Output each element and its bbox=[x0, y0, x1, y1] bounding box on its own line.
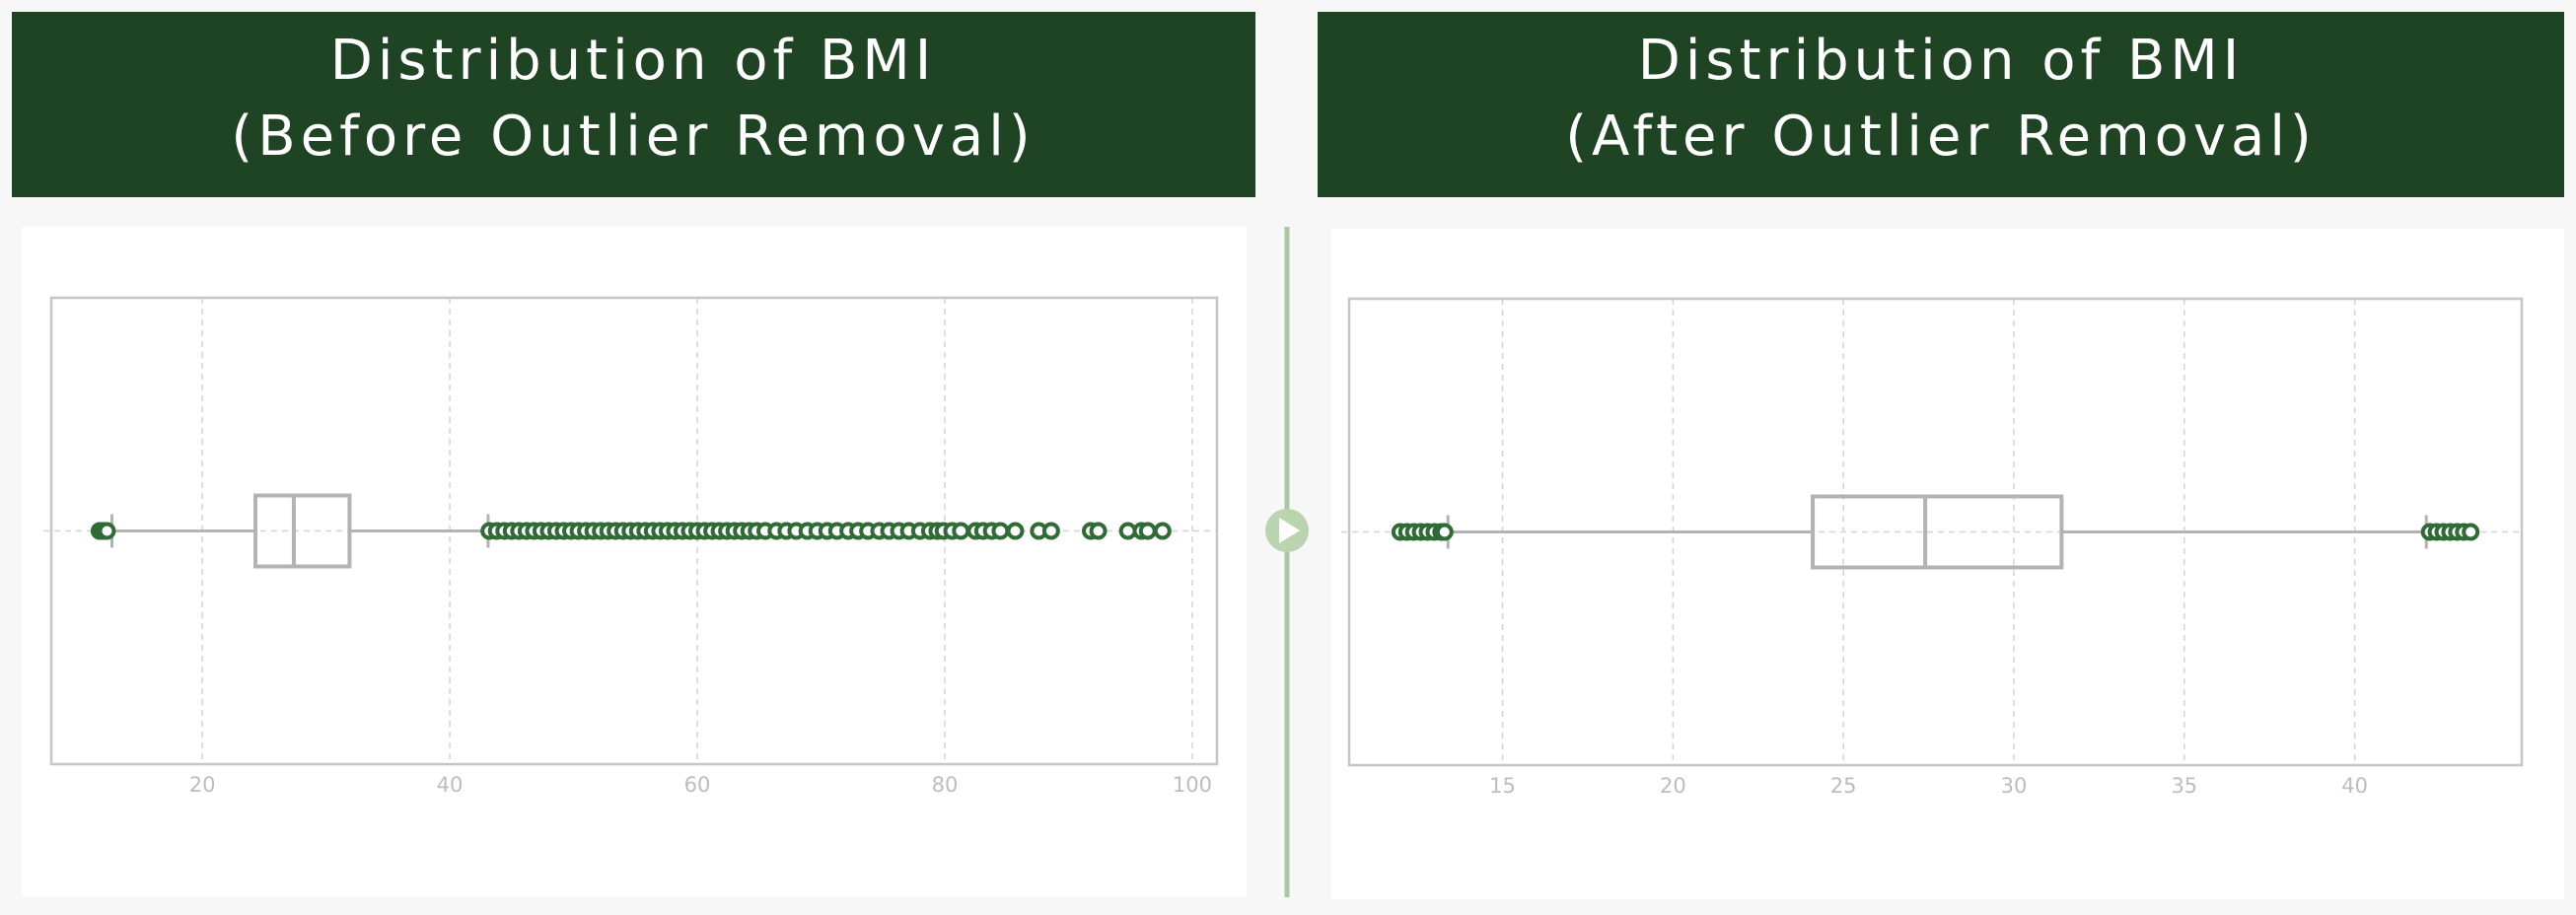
x-tick-label: 20 bbox=[189, 773, 216, 797]
panel-title: Distribution of BMI bbox=[1638, 29, 2245, 93]
x-tick-label: 30 bbox=[2001, 774, 2028, 798]
outlier bbox=[1006, 522, 1025, 540]
outlier bbox=[98, 522, 116, 540]
x-tick-label: 40 bbox=[2341, 774, 2368, 798]
banner bbox=[1318, 12, 2564, 197]
box bbox=[1811, 494, 2064, 570]
panel-title: (Before Outlier Removal) bbox=[231, 105, 1035, 169]
outlier bbox=[1089, 522, 1108, 540]
panel-title: Distribution of BMI bbox=[330, 29, 937, 93]
x-tick-label: 25 bbox=[1830, 774, 1857, 798]
plot-frame bbox=[1347, 297, 2524, 767]
outlier bbox=[952, 522, 970, 540]
plot-card bbox=[22, 227, 1247, 897]
x-tick-label: 35 bbox=[2171, 774, 2197, 798]
plot-frame bbox=[49, 296, 1219, 766]
x-tick-label: 40 bbox=[437, 773, 464, 797]
outlier bbox=[991, 522, 1010, 540]
x-tick-label: 15 bbox=[1489, 774, 1516, 798]
plot-card bbox=[1331, 229, 2564, 899]
banner bbox=[12, 12, 1255, 197]
x-tick-label: 60 bbox=[684, 773, 711, 797]
outlier bbox=[1041, 522, 1060, 540]
x-tick-label: 80 bbox=[932, 773, 959, 797]
outlier bbox=[1138, 522, 1157, 540]
x-tick-label: 100 bbox=[1173, 773, 1212, 797]
outlier bbox=[2462, 523, 2480, 541]
box bbox=[253, 493, 352, 569]
x-tick-label: 20 bbox=[1660, 774, 1686, 798]
outlier bbox=[1153, 522, 1172, 540]
outlier bbox=[1435, 523, 1454, 541]
panel-title: (After Outlier Removal) bbox=[1565, 105, 2317, 169]
divider-icon bbox=[1279, 518, 1300, 543]
